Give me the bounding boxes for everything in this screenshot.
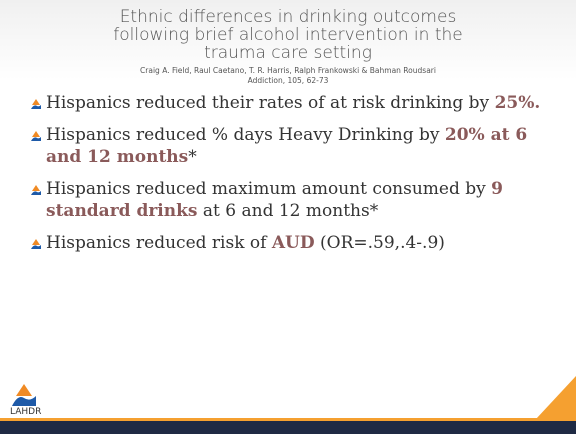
bullet: Hispanics reduced their rates of at risk… <box>30 92 550 114</box>
citation: Addiction, 105, 62-73 <box>247 76 329 85</box>
emphasis-text: 20% at 6 and 12 months <box>46 125 528 167</box>
bullet-icon <box>31 99 41 109</box>
bullet: Hispanics reduced risk of AUD (OR=.59,.4… <box>30 232 550 254</box>
emphasis-text: AUD <box>271 233 315 253</box>
bullet-text: Hispanics reduced maximum amount consume… <box>46 179 492 199</box>
bullet-icon <box>31 239 41 249</box>
bullet-text: Hispanics reduced their rates of at risk… <box>46 93 495 113</box>
emphasis-text: 9 standard drinks <box>46 179 503 221</box>
bullet-text: at 6 and 12 months* <box>197 201 379 221</box>
bullet-text: * <box>188 147 197 167</box>
bullet-icon <box>31 185 41 195</box>
bullet-text: Hispanics reduced % days Heavy Drinking … <box>46 125 445 145</box>
authors: Craig A. Field, Raul Caetano, T. R. Harr… <box>140 66 436 75</box>
bullet: Hispanics reduced maximum amount consume… <box>30 178 550 222</box>
bullet: Hispanics reduced % days Heavy Drinking … <box>30 124 550 168</box>
emphasis-text: 25%. <box>494 93 541 113</box>
bullet-list: Hispanics reduced their rates of at risk… <box>30 92 550 264</box>
slide-title: Ethnic differences in drinking outcomes … <box>113 7 463 63</box>
bullet-icon <box>31 131 41 141</box>
logo-icon <box>12 384 36 406</box>
bullet-text: (OR=.59,.4-.9) <box>314 233 445 253</box>
bullet-text: Hispanics reduced risk of <box>46 233 272 253</box>
logo-text: LAHDR <box>10 407 42 417</box>
